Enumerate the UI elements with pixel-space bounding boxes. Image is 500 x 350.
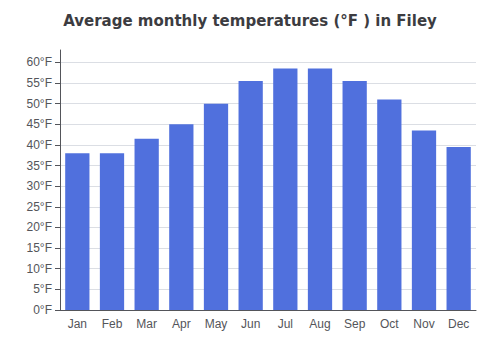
svg-text:40°F: 40°F [27,138,52,152]
svg-text:50°F: 50°F [27,97,52,111]
svg-text:Jan: Jan [68,317,87,331]
svg-text:55°F: 55°F [27,76,52,90]
svg-text:Mar: Mar [136,317,157,331]
svg-text:0°F: 0°F [33,303,52,317]
svg-text:Dec: Dec [448,317,469,331]
svg-text:Average monthly temperatures (: Average monthly temperatures (°F ) in Fi… [63,12,437,30]
svg-text:5°F: 5°F [33,282,52,296]
svg-text:Sep: Sep [344,317,366,331]
svg-text:May: May [205,317,228,331]
svg-text:Aug: Aug [309,317,330,331]
svg-text:10°F: 10°F [27,262,52,276]
svg-text:45°F: 45°F [27,117,52,131]
svg-text:25°F: 25°F [27,200,52,214]
svg-text:15°F: 15°F [27,241,52,255]
svg-text:60°F: 60°F [27,55,52,69]
svg-text:Feb: Feb [102,317,123,331]
svg-text:35°F: 35°F [27,159,52,173]
svg-text:Jul: Jul [278,317,293,331]
svg-text:Nov: Nov [413,317,434,331]
svg-text:30°F: 30°F [27,179,52,193]
svg-text:Apr: Apr [172,317,191,331]
svg-text:Jun: Jun [241,317,260,331]
svg-text:Oct: Oct [380,317,399,331]
svg-text:20°F: 20°F [27,220,52,234]
